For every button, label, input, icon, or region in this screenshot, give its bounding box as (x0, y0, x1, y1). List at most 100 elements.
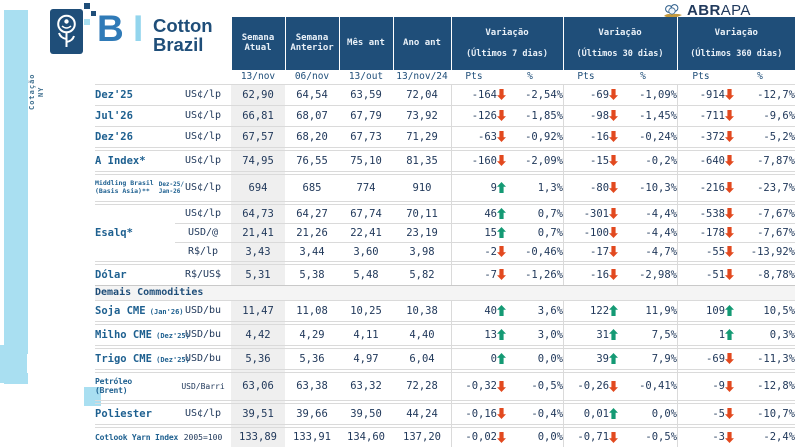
up-arrow-icon (609, 329, 619, 340)
table-row: Cotlook Yarn Index 2005=100 133,89 133,91 13… (95, 426, 796, 447)
pct-text: -12,8% (757, 380, 796, 392)
value-cell: 74,95 (231, 149, 285, 171)
pct-text: 7,5% (651, 328, 678, 341)
date-previous-month: 13/out (339, 69, 393, 84)
pct-value: 0,7% (497, 208, 563, 220)
value-cell: 63,32 (339, 371, 393, 400)
value-cell: 81,35 (393, 149, 451, 171)
row-label-text: Soja CME (95, 304, 146, 317)
pct-value: -7,67% (725, 227, 795, 239)
pts-cell: -5 (677, 402, 726, 424)
pct-value: -2,4% (725, 431, 795, 443)
unit-cell: USD/@ (175, 222, 231, 242)
pct-text: 3,0% (537, 328, 564, 341)
pct-text: -5,2% (763, 130, 796, 143)
pct-cell: -2,98% (609, 263, 678, 285)
pts-cell: -2 (451, 241, 497, 261)
pts-cell: -640 (677, 149, 726, 171)
pts-cell: -0,16 (451, 402, 497, 424)
pixel-deco (0, 345, 19, 383)
col-header-ano-ant: Ano ant (392, 17, 451, 70)
table-row: Trigo CME (Dez'25) USD/bu 5,36 5,36 4,97 6,04… (95, 347, 796, 369)
value-cell: 6,04 (393, 347, 451, 369)
pct-cell: 11,9% (609, 299, 678, 321)
pct-cell: -5,2% (725, 125, 796, 147)
down-arrow-icon (497, 155, 506, 166)
pct-cell: 10,5% (725, 299, 796, 321)
pct-text: -0,92% (525, 130, 564, 143)
down-arrow-icon (497, 246, 506, 257)
row-label-contract: Dez-25/ Jan-26 (158, 180, 184, 195)
pts-cell: -9 (677, 371, 726, 400)
pct-text: -0,46% (525, 245, 564, 258)
logo-letter-i: I (133, 8, 144, 49)
group-gap-cell (95, 368, 796, 372)
pct-cell: -1,26% (497, 263, 564, 285)
pct-cell: -10,7% (725, 402, 796, 424)
row-label-text: Dólar (95, 268, 127, 281)
pts-cell: 13 (451, 323, 497, 345)
down-arrow-icon (725, 269, 735, 280)
pct-value: -0,46% (497, 246, 563, 258)
price-table: Semana Atual Semana Anterior Mês ant Ano… (95, 17, 796, 447)
pct-text: 10,5% (763, 304, 796, 317)
unit-cell: USD/bu (175, 299, 231, 321)
pct-value: -0,41% (609, 380, 677, 392)
pct-value: -9,6% (725, 110, 795, 122)
value-cell: 685 (285, 173, 339, 201)
pct-text: -2,54% (525, 88, 564, 101)
unit-cell: 2005=100 (175, 426, 231, 447)
pct-cell: -12,7% (725, 83, 796, 105)
value-cell: 67,79 (339, 104, 393, 126)
unit-cell: US¢/lp (175, 173, 231, 201)
pct-cell: 0,0% (609, 402, 678, 424)
table-row: R$/lp 3,43 3,44 3,60 3,98 -2 -0,46% -17 -4,7% -55… (95, 241, 796, 261)
pct-value: 11,9% (609, 305, 677, 317)
row-label-text: Esalq* (95, 226, 133, 239)
down-arrow-icon (609, 269, 619, 280)
pct-cell: -0,24% (609, 125, 678, 147)
pct-text: 7,9% (651, 352, 678, 365)
pct-value: 0,0% (609, 408, 677, 420)
pct-text: -0,5% (645, 431, 678, 444)
pts-cell: -98 (563, 104, 610, 126)
pct-value: 0,0% (497, 431, 563, 443)
pct-value: -12,8% (725, 380, 795, 392)
group-gap (95, 344, 796, 348)
pts-cell: -69 (563, 83, 610, 105)
date-current-week: 13/nov (231, 69, 285, 84)
up-arrow-icon (497, 208, 506, 219)
up-arrow-icon (725, 305, 735, 316)
value-cell: 39,51 (231, 402, 285, 424)
side-label-cotacao-ny: Cotação NY (28, 60, 46, 124)
pct-value: -4,7% (609, 246, 677, 258)
value-cell: 133,89 (231, 426, 285, 447)
unit-cell: US¢/lp (175, 83, 231, 105)
pct-value: 0,0% (497, 353, 563, 365)
row-label-text: Jul'26 (95, 109, 133, 122)
pts-cell: -164 (451, 83, 497, 105)
pct-text: 3,6% (537, 304, 564, 317)
pts-cell: 9 (451, 173, 497, 201)
group-gap-cell (95, 399, 796, 403)
pts-cell: -16 (563, 125, 610, 147)
value-cell: 133,91 (285, 426, 339, 447)
value-cell: 4,29 (285, 323, 339, 345)
date-previous-week: 06/nov (285, 69, 339, 84)
value-cell: 63,59 (339, 83, 393, 105)
pts-cell: -55 (677, 241, 726, 261)
pts-cell: -126 (451, 104, 497, 126)
pts-cell: -178 (677, 222, 726, 242)
pts-cell: -16 (563, 263, 610, 285)
value-cell: 5,31 (231, 263, 285, 285)
col-header-var-360d: Variação (Últimos 360 dias) (676, 17, 796, 70)
pct-value: 7,9% (609, 353, 677, 365)
value-cell: 64,73 (231, 203, 285, 223)
pts-header: Pts (451, 69, 497, 84)
unit-cell: USD/bu (175, 347, 231, 369)
value-cell: 72,04 (393, 83, 451, 105)
pct-value: -0,92% (497, 131, 563, 143)
down-arrow-icon (609, 227, 619, 238)
up-arrow-icon (609, 305, 619, 316)
pct-text: -9,6% (763, 109, 796, 122)
